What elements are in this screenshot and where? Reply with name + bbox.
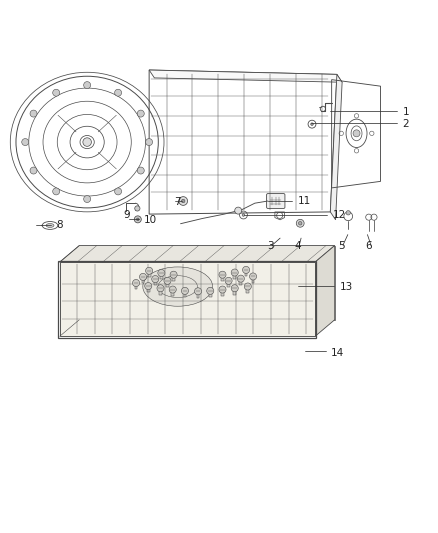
Circle shape: [250, 273, 257, 280]
Text: 1: 1: [403, 107, 409, 117]
Text: 11: 11: [297, 197, 311, 206]
Text: 3: 3: [267, 241, 274, 251]
Text: 14: 14: [331, 348, 344, 358]
Polygon shape: [60, 246, 335, 262]
FancyBboxPatch shape: [221, 274, 224, 281]
Circle shape: [311, 123, 313, 125]
FancyBboxPatch shape: [227, 281, 230, 287]
Circle shape: [157, 285, 164, 292]
Text: 2: 2: [403, 119, 409, 129]
Text: 4: 4: [294, 241, 301, 251]
Circle shape: [53, 89, 60, 96]
FancyBboxPatch shape: [233, 272, 236, 279]
Text: 10: 10: [144, 215, 157, 225]
Circle shape: [83, 138, 92, 147]
FancyBboxPatch shape: [166, 281, 169, 287]
Circle shape: [137, 218, 139, 221]
Circle shape: [242, 214, 245, 216]
Polygon shape: [149, 70, 342, 82]
Text: 8: 8: [57, 221, 63, 230]
Circle shape: [181, 199, 185, 203]
Circle shape: [235, 207, 242, 214]
Circle shape: [296, 220, 304, 227]
Circle shape: [134, 216, 141, 223]
FancyBboxPatch shape: [141, 277, 145, 283]
Circle shape: [145, 139, 152, 146]
Circle shape: [115, 89, 122, 96]
Polygon shape: [60, 262, 315, 336]
Circle shape: [237, 275, 244, 282]
Circle shape: [219, 271, 226, 278]
Circle shape: [207, 287, 214, 294]
Text: 13: 13: [339, 282, 353, 292]
Text: 7: 7: [174, 197, 181, 207]
Circle shape: [133, 279, 140, 287]
Circle shape: [298, 222, 302, 225]
Text: 5: 5: [338, 241, 344, 251]
FancyBboxPatch shape: [233, 288, 236, 295]
Circle shape: [179, 197, 187, 205]
Ellipse shape: [143, 267, 213, 306]
Circle shape: [152, 276, 159, 282]
FancyBboxPatch shape: [184, 291, 186, 297]
Circle shape: [84, 82, 91, 88]
Polygon shape: [330, 75, 342, 220]
Polygon shape: [315, 246, 335, 336]
Circle shape: [194, 288, 201, 295]
FancyBboxPatch shape: [240, 279, 242, 285]
Circle shape: [53, 188, 60, 195]
Circle shape: [30, 167, 37, 174]
Circle shape: [219, 286, 226, 293]
Text: 9: 9: [123, 210, 130, 220]
Circle shape: [164, 277, 171, 285]
FancyBboxPatch shape: [209, 291, 212, 297]
Circle shape: [243, 266, 250, 273]
Circle shape: [30, 110, 37, 117]
Circle shape: [84, 196, 91, 203]
FancyBboxPatch shape: [134, 283, 138, 289]
Circle shape: [181, 287, 188, 294]
Circle shape: [137, 110, 144, 117]
Circle shape: [244, 283, 251, 290]
Text: 12: 12: [332, 210, 346, 220]
Circle shape: [231, 285, 238, 292]
FancyBboxPatch shape: [159, 288, 162, 295]
Circle shape: [135, 206, 140, 211]
Text: 6: 6: [366, 241, 372, 251]
FancyBboxPatch shape: [252, 277, 254, 282]
FancyBboxPatch shape: [267, 193, 285, 208]
Circle shape: [115, 188, 122, 195]
Circle shape: [170, 271, 177, 278]
FancyBboxPatch shape: [221, 289, 224, 296]
FancyBboxPatch shape: [245, 270, 247, 276]
Circle shape: [169, 286, 176, 293]
Circle shape: [346, 211, 350, 215]
Circle shape: [137, 167, 144, 174]
FancyBboxPatch shape: [160, 273, 163, 279]
FancyBboxPatch shape: [148, 271, 151, 277]
FancyBboxPatch shape: [247, 287, 249, 293]
Circle shape: [353, 130, 360, 137]
Circle shape: [139, 273, 147, 280]
Circle shape: [231, 269, 238, 276]
Polygon shape: [79, 246, 335, 320]
Circle shape: [145, 282, 152, 289]
FancyBboxPatch shape: [147, 286, 150, 292]
Circle shape: [22, 139, 29, 146]
FancyBboxPatch shape: [172, 274, 175, 281]
Circle shape: [158, 269, 165, 277]
Circle shape: [145, 267, 153, 274]
Ellipse shape: [46, 223, 54, 228]
FancyBboxPatch shape: [171, 289, 174, 296]
FancyBboxPatch shape: [154, 279, 157, 285]
FancyBboxPatch shape: [197, 292, 199, 297]
Circle shape: [225, 277, 232, 285]
